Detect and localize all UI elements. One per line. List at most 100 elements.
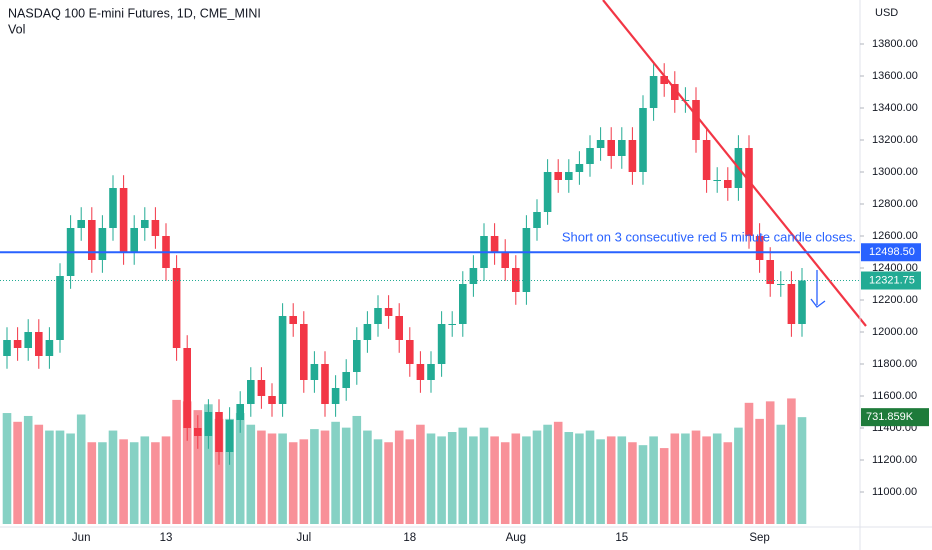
volume-bar: [373, 439, 383, 524]
volume-bar: [129, 442, 139, 524]
volume-bar: [182, 401, 192, 524]
volume-bar: [87, 442, 97, 524]
candle-body: [554, 172, 562, 180]
candle-body: [278, 316, 287, 404]
y-tick-label: 11800.00: [872, 358, 917, 370]
volume-bar: [723, 442, 733, 524]
volume-title: Vol: [8, 22, 25, 36]
candle-body: [395, 316, 403, 340]
candle-body: [607, 140, 615, 156]
candle-body: [289, 316, 297, 324]
volume-bar: [108, 430, 118, 524]
candle-body: [3, 340, 11, 356]
volume-bar: [681, 433, 690, 524]
candle-body: [459, 284, 467, 324]
volume-bar: [246, 424, 256, 524]
currency: USD: [875, 7, 898, 19]
volume-bar: [500, 442, 510, 524]
volume-bar: [55, 430, 65, 524]
volume-bar: [638, 445, 648, 524]
volume-bar: [214, 418, 224, 524]
candle-body: [342, 372, 350, 388]
candle-body: [533, 212, 541, 228]
volume-bar: [384, 442, 393, 524]
volume-bar: [23, 415, 33, 524]
volume-bar: [426, 433, 436, 524]
volume-bar: [628, 442, 637, 524]
candle-body: [628, 140, 637, 172]
y-tick-label: 13800.00: [872, 38, 918, 50]
candle-body: [501, 252, 509, 268]
x-tick-label: 13: [160, 532, 173, 544]
candle-body: [247, 380, 255, 404]
volume-bar: [193, 410, 203, 524]
candle-body: [119, 188, 128, 252]
candle-body: [183, 348, 191, 428]
candle-body: [331, 388, 340, 404]
candle-body: [416, 364, 425, 380]
volume-bar: [564, 432, 574, 524]
candle-body: [13, 340, 22, 348]
candle-body: [586, 148, 594, 164]
candle-body: [130, 228, 138, 252]
volume-bar: [299, 439, 309, 524]
candle-body: [310, 364, 319, 380]
volume-bar: [257, 430, 266, 524]
volume-bar: [469, 436, 478, 524]
candle-body: [490, 236, 499, 252]
candle-body: [35, 332, 43, 356]
volume-bar: [119, 439, 128, 524]
candle-body: [448, 324, 456, 325]
volume-bar: [310, 429, 319, 524]
volume-bar: [320, 430, 330, 524]
candle-body: [141, 220, 149, 228]
y-tick-label: 13200.00: [872, 134, 918, 146]
volume-bar: [490, 436, 499, 524]
volume-bar: [617, 436, 627, 524]
candle-body: [257, 380, 266, 396]
volume-bar: [34, 424, 44, 524]
candle-body: [363, 324, 372, 340]
volume-bar: [341, 427, 351, 524]
candle-layer: [3, 63, 806, 465]
candle-body: [172, 268, 181, 348]
volume-bar: [331, 421, 340, 524]
candle-body: [692, 100, 700, 140]
candle-body: [215, 412, 223, 452]
volume-bar: [659, 448, 669, 524]
volume-tag: [861, 408, 929, 427]
candle-body: [713, 180, 721, 181]
x-tick-label: 15: [615, 532, 628, 544]
volume-bar: [204, 404, 213, 524]
candle-body: [225, 420, 234, 452]
x-tick-label: Sep: [749, 532, 769, 544]
candle-body: [427, 364, 435, 380]
volume-bar: [235, 413, 245, 524]
candle-body: [702, 140, 711, 180]
candle-body: [649, 76, 658, 108]
candle-body: [98, 228, 107, 260]
y-tick-label: 12600.00: [872, 230, 918, 242]
volume-bar: [606, 436, 616, 524]
level-tag: [861, 243, 921, 262]
x-tick-label: 18: [403, 532, 416, 544]
annotation: Short on 3 consecutive red 5 minute cand…: [562, 229, 856, 244]
volume-bar: [479, 427, 489, 524]
candle-body: [300, 324, 308, 380]
volume-bar: [267, 433, 277, 524]
volume-bar: [45, 430, 54, 524]
candle-body: [321, 364, 329, 404]
candle-body: [512, 268, 520, 292]
candle-body: [45, 340, 54, 356]
volume-bar: [585, 430, 595, 524]
volume-bar: [151, 442, 160, 524]
candle-body: [745, 148, 753, 236]
candle-body: [660, 76, 668, 84]
candle-body: [24, 332, 32, 348]
candle-body: [639, 108, 647, 172]
volume-bar: [596, 439, 605, 524]
y-tick-label: 13600.00: [872, 70, 918, 82]
volume-bar: [405, 439, 415, 524]
candle-body: [755, 236, 764, 260]
candle-body: [406, 340, 414, 364]
